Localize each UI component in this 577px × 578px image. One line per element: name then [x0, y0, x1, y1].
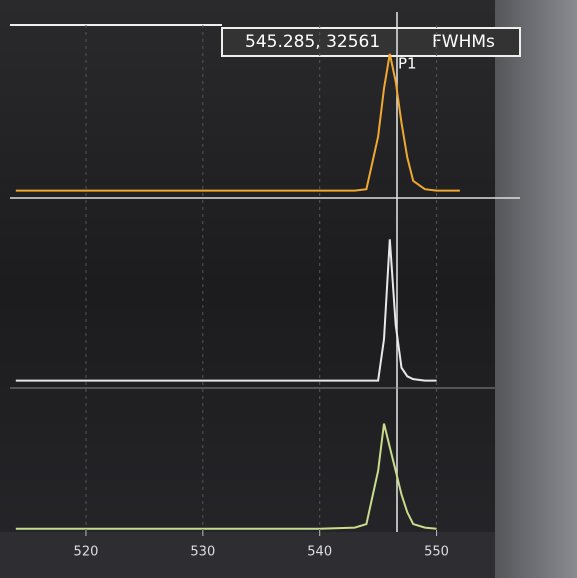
measure-label: FWHMs: [432, 32, 495, 52]
peak-label: P1: [398, 55, 417, 73]
x-tick-label: 540: [307, 545, 332, 560]
x-tick-label: 520: [74, 545, 99, 560]
background: [0, 0, 577, 578]
cursor-readout: 545.285, 32561: [245, 32, 380, 52]
bezel: [495, 0, 577, 578]
x-tick-label: 530: [190, 545, 215, 560]
x-tick-label: 550: [424, 545, 449, 560]
scope-screen: 545.285, 32561 FWHMs P1 520 530 540 550: [0, 0, 577, 578]
